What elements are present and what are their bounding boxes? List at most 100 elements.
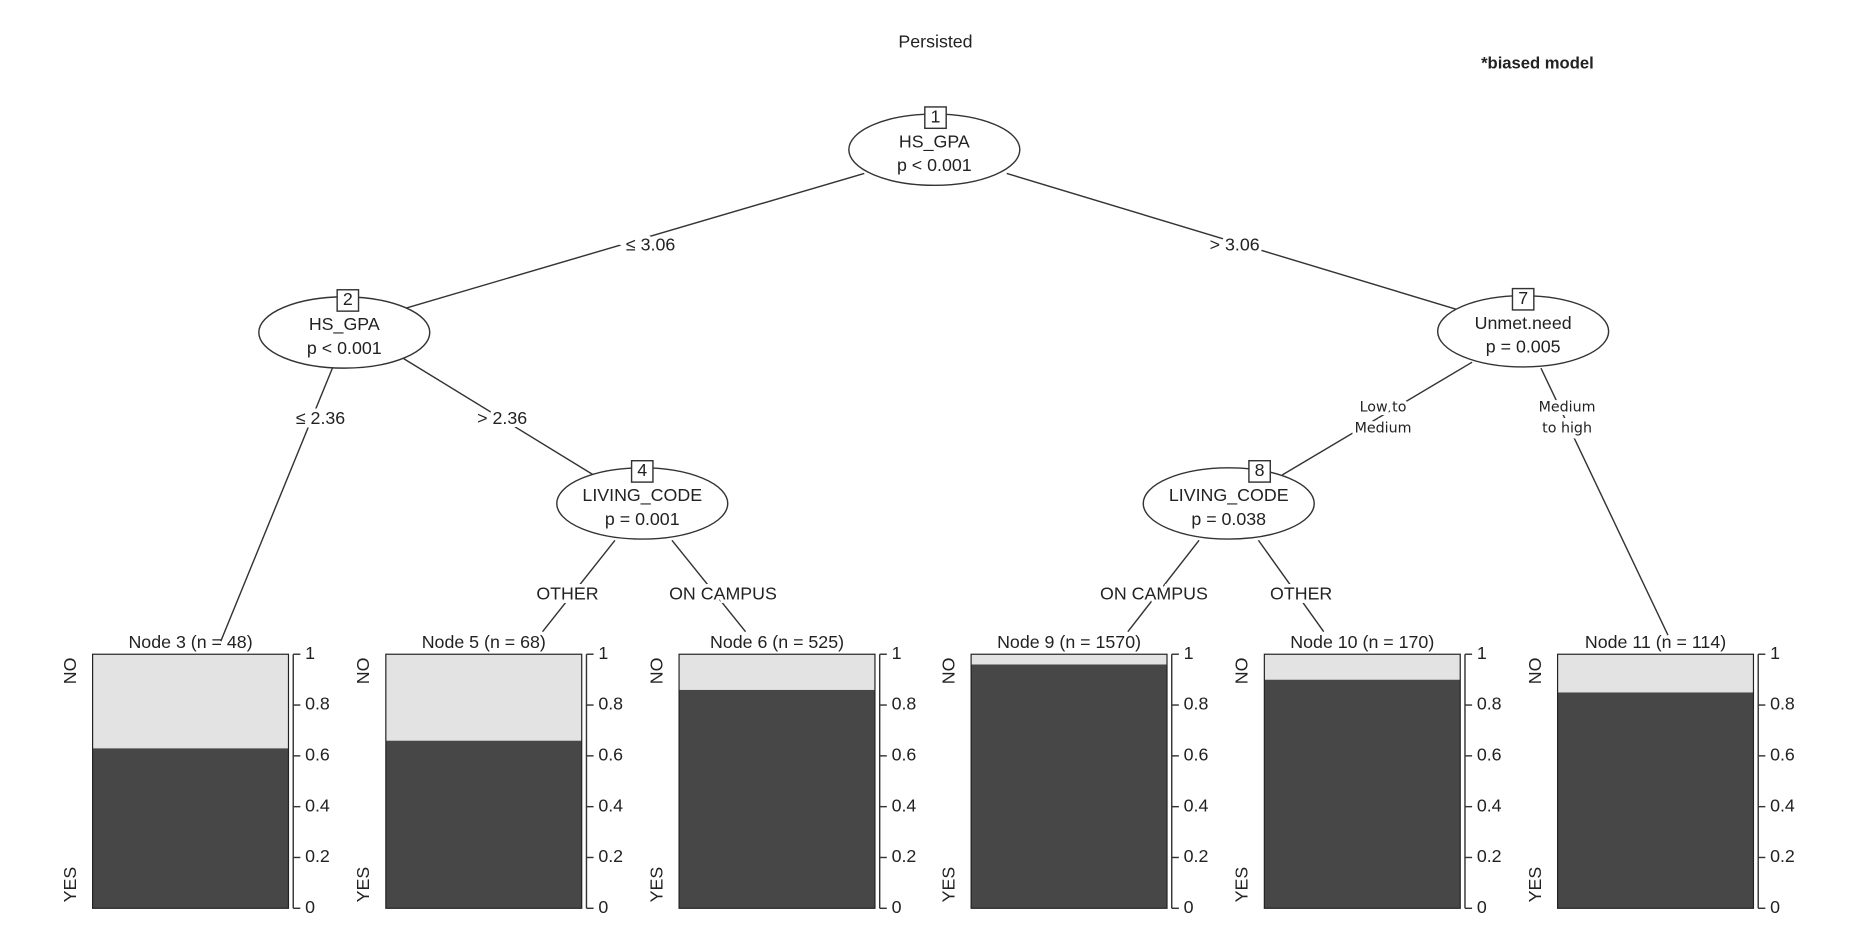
bar-no — [1264, 654, 1461, 680]
bar-yes — [385, 740, 582, 909]
bar-yes — [1557, 692, 1754, 909]
node-variable: Unmet.need — [1475, 313, 1572, 333]
class-label: YES — [1525, 867, 1545, 903]
y-tick-label: 0.2 — [598, 846, 623, 866]
y-tick-label: 0.2 — [1770, 846, 1795, 866]
edge — [403, 172, 865, 310]
class-label: YES — [938, 867, 958, 903]
class-label: NO — [1525, 658, 1545, 685]
edge — [541, 539, 616, 633]
y-tick-label: 0.8 — [305, 694, 330, 714]
bar-yes — [92, 748, 289, 909]
y-tick-label: 0.8 — [1184, 694, 1209, 714]
terminal-label: Node 5 (n = 68) — [422, 632, 546, 652]
edge-label: OTHER — [1270, 584, 1332, 604]
bar-no — [1557, 654, 1754, 693]
y-tick-label: 0 — [1184, 897, 1194, 917]
y-tick-label: 0.8 — [1770, 694, 1795, 714]
node-p-value: p = 0.001 — [605, 509, 680, 529]
bar-yes — [1264, 679, 1461, 909]
class-label: YES — [60, 867, 80, 903]
y-tick-label: 0.2 — [892, 846, 917, 866]
panel-frame — [678, 653, 876, 909]
panel-frame — [385, 653, 583, 909]
terminal-label: Node 3 (n = 48) — [128, 632, 252, 652]
class-label: NO — [646, 658, 666, 685]
node-id: 8 — [1255, 460, 1265, 480]
node-id-box — [1248, 460, 1271, 483]
node-variable: HS_GPA — [309, 314, 380, 335]
class-label: NO — [60, 658, 80, 685]
y-tick-label: 0.6 — [305, 745, 330, 765]
y-tick-label: 1 — [1770, 643, 1780, 663]
y-tick-label: 0.4 — [1477, 795, 1502, 815]
edge-label: > 3.06 — [1210, 235, 1260, 255]
node-p-value: p < 0.001 — [897, 155, 972, 175]
y-tick-label: 0 — [1770, 897, 1780, 917]
y-tick-label: 0.6 — [1770, 745, 1795, 765]
edge — [1540, 367, 1669, 636]
terminal-label: Node 11 (n = 114) — [1585, 632, 1726, 652]
node-ellipse — [1142, 467, 1315, 540]
y-tick-label: 0 — [305, 897, 315, 917]
node-p-value: p = 0.005 — [1486, 337, 1561, 357]
node-id: 2 — [343, 289, 353, 309]
panel-frame — [970, 653, 1168, 909]
y-tick-label: 1 — [305, 643, 315, 663]
edge — [1281, 361, 1473, 476]
edge — [1257, 539, 1325, 633]
edge — [671, 539, 747, 633]
node-id-box — [924, 106, 947, 130]
class-label: NO — [938, 658, 958, 685]
node-id: 1 — [931, 106, 941, 126]
y-tick-label: 0.6 — [598, 745, 623, 765]
node-variable: HS_GPA — [899, 131, 970, 152]
y-tick-label: 0.8 — [1477, 694, 1502, 714]
panel-frame — [92, 653, 290, 909]
node-id-box — [630, 460, 654, 483]
y-tick-label: 0.6 — [1477, 745, 1502, 765]
y-tick-label: 0.6 — [892, 745, 917, 765]
y-tick-label: 1 — [892, 643, 902, 663]
node-variable: LIVING_CODE — [582, 485, 702, 506]
edge-label: to high — [1542, 421, 1592, 437]
bar-no — [971, 654, 1167, 665]
y-tick-label: 1 — [1184, 643, 1194, 663]
class-label: YES — [353, 867, 373, 903]
class-label: YES — [646, 867, 666, 903]
edge-label: OTHER — [536, 584, 598, 604]
y-tick-label: 0.4 — [892, 795, 917, 815]
node-variable: LIVING_CODE — [1169, 485, 1289, 506]
bar-yes — [971, 664, 1167, 909]
y-tick-label: 0.4 — [598, 795, 623, 815]
edge-label: ≤ 3.06 — [626, 235, 675, 255]
node-id: 4 — [637, 460, 647, 480]
panel-frame — [1556, 653, 1755, 909]
edge — [403, 358, 594, 476]
y-tick-label: 0.6 — [1184, 745, 1209, 765]
edge — [220, 367, 334, 642]
bar-yes — [679, 689, 875, 909]
terminal-label: Node 10 (n = 170) — [1290, 632, 1434, 652]
terminal-label: Node 6 (n = 525) — [710, 632, 844, 652]
y-tick-label: 0 — [1477, 897, 1487, 917]
y-tick-label: 0.4 — [1770, 795, 1795, 815]
node-p-value: p < 0.001 — [307, 338, 382, 358]
edge-label: Medium — [1355, 421, 1412, 437]
edge-label: ON CAMPUS — [1100, 584, 1208, 604]
node-id-box — [1511, 287, 1535, 311]
bar-no — [92, 654, 289, 749]
edge-label: ≤ 2.36 — [296, 408, 345, 428]
y-tick-label: 1 — [598, 643, 608, 663]
bar-no — [679, 654, 875, 690]
y-tick-label: 0 — [892, 897, 902, 917]
edge-label: Low to — [1360, 399, 1407, 415]
y-tick-label: 0.8 — [598, 694, 623, 714]
y-tick-label: 0.4 — [305, 795, 330, 815]
title: Persisted — [898, 32, 972, 52]
annotation: *biased model — [1481, 54, 1594, 73]
edge-label: Medium — [1539, 399, 1596, 415]
y-tick-label: 0 — [598, 897, 608, 917]
y-tick-label: 0.4 — [1184, 795, 1209, 815]
